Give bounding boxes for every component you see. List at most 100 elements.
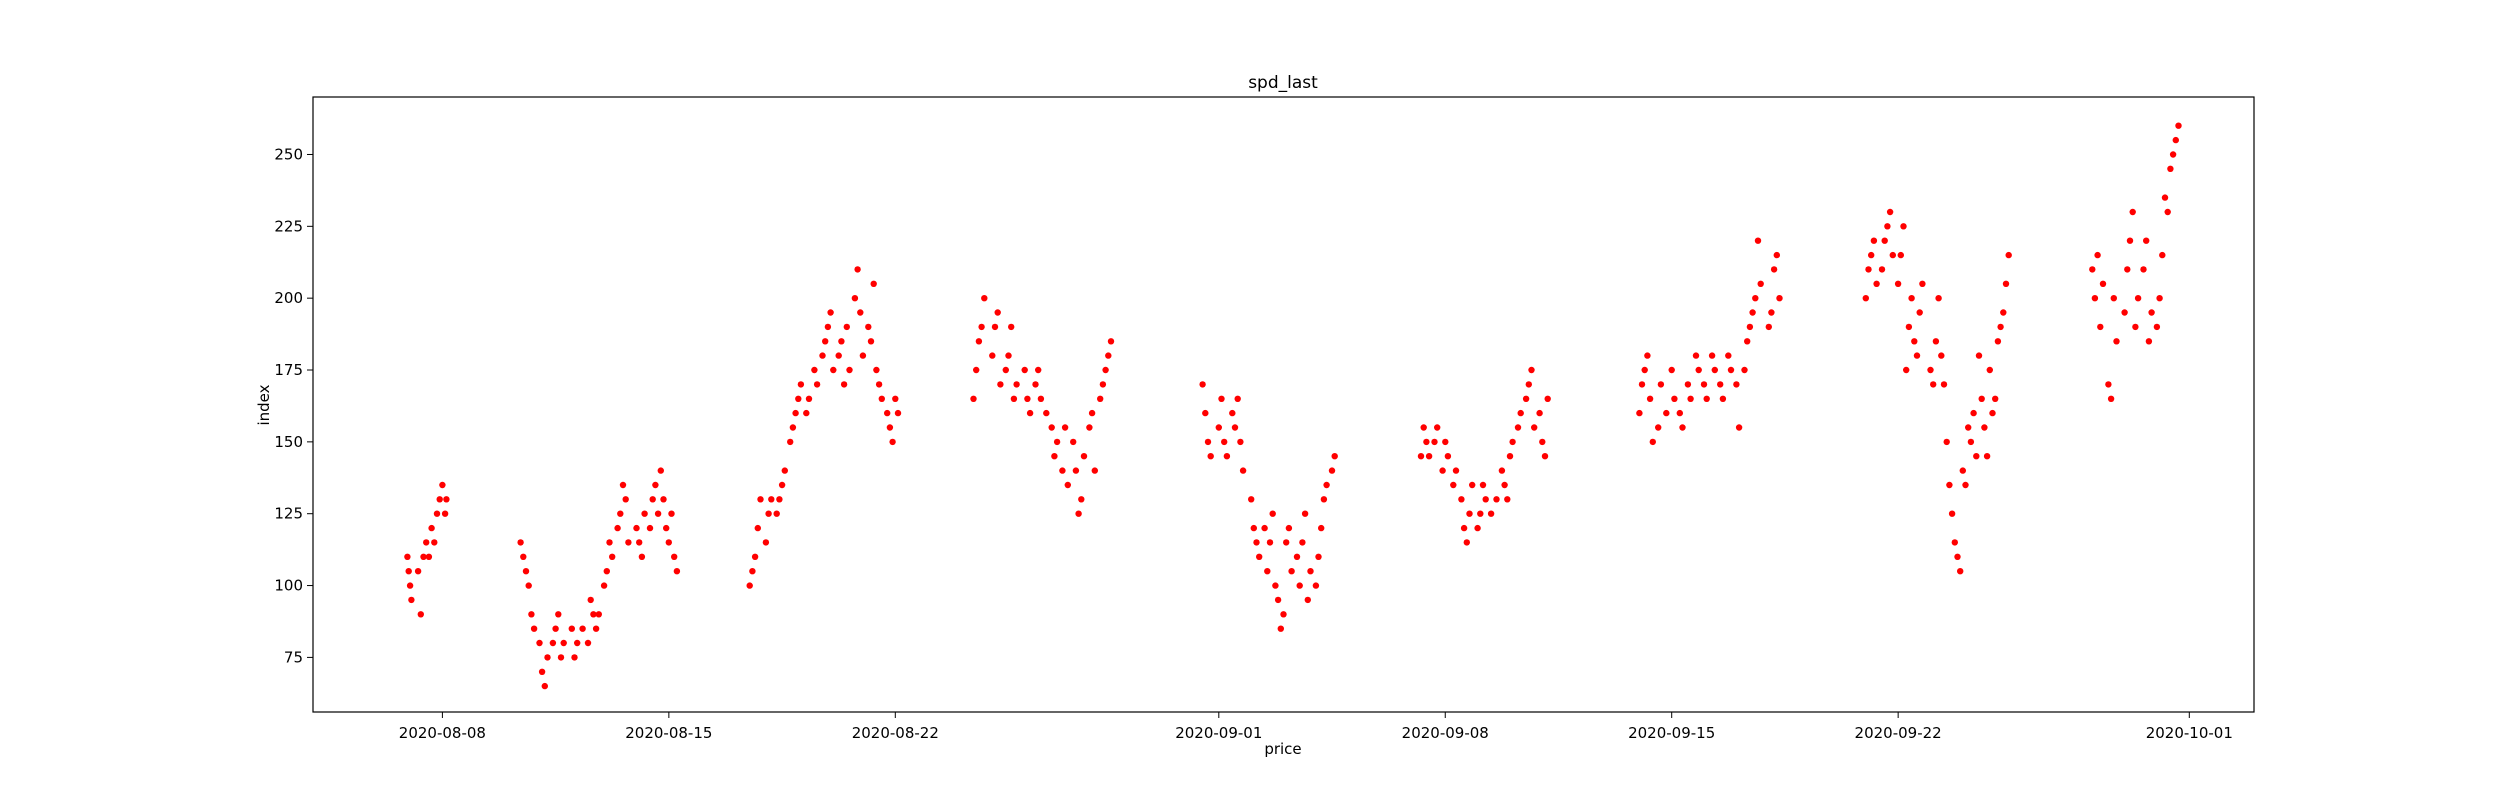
data-point [1420,424,1427,431]
data-point [1983,453,1991,460]
data-point [1951,539,1959,546]
data-point [851,295,859,302]
data-point [1986,366,1994,374]
data-point [1253,539,1260,546]
data-point [1463,539,1471,546]
data-point [889,438,896,446]
data-point [749,568,756,575]
data-point [1070,438,1077,446]
data-point [1051,453,1058,460]
data-point [1266,539,1274,546]
data-point [633,524,640,532]
data-point [768,496,775,503]
data-point [2129,208,2136,216]
data-point [1086,424,1093,431]
data-point [997,381,1004,388]
data-point [1204,438,1212,446]
data-point [1482,496,1489,503]
data-point [1962,481,1969,489]
data-point [1293,553,1301,560]
data-point [1425,453,1433,460]
data-point [1878,266,1886,273]
data-point [1272,582,1279,589]
data-point [1525,381,1533,388]
data-point [1889,251,1897,259]
data-point [1975,352,1983,359]
data-point [857,309,864,316]
data-point [1894,280,1902,287]
data-point [2167,165,2174,172]
data-point [568,625,575,632]
data-point [1059,467,1066,474]
data-point [1439,467,1446,474]
data-point [549,639,557,647]
data-point [787,438,794,446]
data-point [892,395,899,402]
data-point [757,496,764,503]
data-point [1992,395,1999,402]
data-point [1868,251,1875,259]
y-axis: 75 100 125 150 175 200 225 250 [274,145,313,666]
data-point [991,323,999,331]
y-axis-label: index [255,384,273,425]
data-point [417,611,424,618]
data-point [1913,352,1921,359]
data-point [423,539,430,546]
data-point [805,395,813,402]
data-point [1965,424,1972,431]
data-point [994,309,1001,316]
data-point [614,524,621,532]
data-point [1072,467,1080,474]
data-point [1671,395,1678,402]
y-tick-label: 175 [274,361,303,379]
data-point [1862,295,1870,302]
data-point [2097,323,2104,331]
data-point [517,539,524,546]
data-point [1264,568,1271,575]
y-tick-label: 225 [274,217,303,235]
data-point [1218,395,1225,402]
data-point [1770,266,1778,273]
data-point [2164,208,2171,216]
data-point [1911,338,1918,345]
data-point [1501,481,1508,489]
data-point [1506,453,1514,460]
data-point [1035,366,1042,374]
data-point [981,295,988,302]
data-point [2143,237,2150,244]
data-point [1318,524,1325,532]
data-point [1522,395,1530,402]
data-point [1655,424,1662,431]
data-point [1444,453,1452,460]
data-point [673,568,681,575]
data-point [1299,539,1306,546]
data-point [1994,338,2002,345]
y-tick-label: 125 [274,505,303,523]
data-point [1757,280,1764,287]
data-point [840,381,848,388]
data-point [854,266,861,273]
data-point [1452,467,1460,474]
data-point [1477,510,1484,517]
data-point [552,625,559,632]
data-point [1514,424,1522,431]
data-point [528,611,535,618]
data-point [538,668,546,675]
data-point [1531,424,1538,431]
data-point [606,539,613,546]
data-point [865,323,872,331]
data-point [1061,424,1069,431]
data-point [1237,438,1244,446]
plot-area-frame [312,96,2255,713]
data-point [1733,381,1740,388]
data-point [590,611,597,618]
data-point [414,568,422,575]
data-point [2159,251,2166,259]
data-point [1638,381,1646,388]
data-point [1973,453,1980,460]
data-point [843,323,850,331]
data-point [2145,338,2153,345]
chart-title: spd_last [1248,73,1318,93]
data-point [989,352,996,359]
